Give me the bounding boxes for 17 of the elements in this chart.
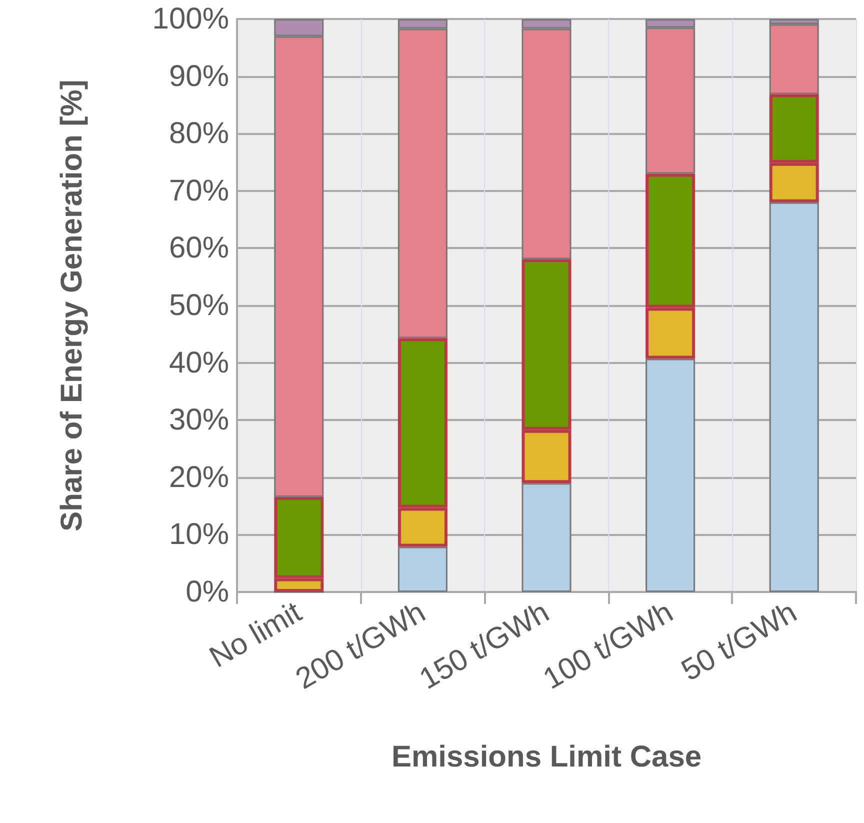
y-tick-label: 60% (168, 232, 229, 265)
bar (522, 483, 572, 592)
y-tick-label: 30% (168, 404, 229, 437)
y-tick-label: 90% (168, 60, 229, 93)
y-tick-label: 70% (168, 174, 229, 208)
y-tick-label: 40% (168, 346, 229, 380)
bar (646, 358, 696, 592)
y-axis-title: Share of Energy Generation [%] (56, 80, 88, 532)
y-tick-label: 10% (168, 518, 229, 552)
y-tick-label: 20% (168, 460, 229, 494)
y-tick-label: 0% (186, 576, 229, 608)
bar (769, 202, 819, 592)
y-tick-label: 80% (168, 117, 229, 150)
y-tick-label: 50% (168, 289, 229, 322)
y-tick-label: 100% (152, 2, 229, 36)
x-axis-title: Emissions Limit Case (391, 740, 702, 774)
bar (398, 546, 448, 592)
